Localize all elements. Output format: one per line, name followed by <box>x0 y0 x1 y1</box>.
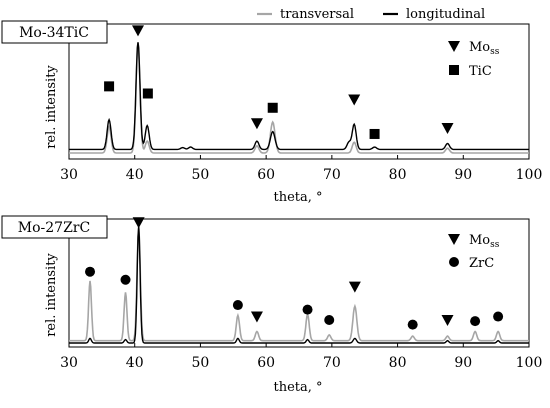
x-tick-label: 100 <box>516 167 543 183</box>
circle-peak-marker <box>324 315 335 325</box>
sample-label: Mo-34TiC <box>19 25 89 41</box>
series-lines <box>69 42 529 154</box>
marker-legend-label: ZrC <box>469 256 494 271</box>
marker-legend: Moss TiC <box>448 40 500 79</box>
x-axis-label: theta, ° <box>273 190 322 205</box>
series-longitudinal <box>69 42 529 151</box>
circle-peak-marker <box>120 274 131 285</box>
sample-label-box <box>1 215 108 239</box>
square-legend-symbol <box>449 65 459 75</box>
x-tick-label: 80 <box>389 167 407 183</box>
triangle-peak-marker <box>441 123 454 135</box>
x-tick-label: 30 <box>60 355 78 371</box>
panel-mo-34tic: 30 40 50 60 70 80 90 100 Moss TiC rel. intensity… <box>1 20 542 205</box>
triangle-peak-marker <box>441 315 454 326</box>
x-tick-label: 100 <box>516 355 543 371</box>
series-longitudinal <box>69 225 529 344</box>
x-tick-label: 40 <box>126 167 144 183</box>
x-tick-label: 70 <box>323 355 341 371</box>
triangle-peak-marker <box>348 94 361 106</box>
marker-legend-subscript: ss <box>490 240 500 250</box>
sample-label-box <box>1 20 108 44</box>
x-tick-label: 40 <box>126 355 144 371</box>
x-tick-label: 80 <box>389 355 407 371</box>
circle-peak-marker <box>470 316 481 327</box>
y-axis-label: rel. intensity <box>44 253 59 337</box>
tick-labels: 30 40 50 60 70 80 90 100 <box>60 167 542 183</box>
triangle-legend-symbol <box>448 234 460 245</box>
x-tick-label: 60 <box>257 355 275 371</box>
panel-mo-27zrc: 30 40 50 60 70 80 90 100 Moss ZrC rel. intensity… <box>1 215 542 395</box>
x-tick-label: 60 <box>257 167 275 183</box>
circle-peak-marker <box>407 319 418 330</box>
series-lines <box>69 225 529 344</box>
marker-legend-subscript: ss <box>490 47 500 57</box>
square-peak-marker <box>142 88 153 99</box>
square-peak-marker <box>104 81 115 92</box>
peak-markers <box>104 25 454 139</box>
triangle-peak-marker <box>132 217 145 229</box>
x-tick-label: 30 <box>60 167 78 183</box>
peak-markers <box>85 217 504 330</box>
square-peak-marker <box>267 102 278 113</box>
sample-label: Mo-27ZrC <box>18 220 90 236</box>
circle-peak-marker <box>85 266 96 277</box>
series-transversal <box>69 42 529 154</box>
x-axis-label: theta, ° <box>273 380 322 395</box>
triangle-peak-marker <box>250 311 263 323</box>
marker-legend: Moss ZrC <box>448 233 500 271</box>
marker-legend-label: Moss <box>469 40 500 57</box>
legend-label-longitudinal: longitudinal <box>406 7 485 22</box>
triangle-peak-marker <box>348 281 361 293</box>
circle-peak-marker <box>232 300 243 311</box>
triangle-peak-marker <box>250 118 263 130</box>
circle-peak-marker <box>302 304 313 315</box>
plot-frame <box>68 23 530 160</box>
square-peak-marker <box>369 128 380 139</box>
series-transversal <box>69 227 529 342</box>
x-tick-label: 50 <box>192 355 210 371</box>
series-legend: transversal longitudinal <box>257 7 485 22</box>
plot-frame <box>68 218 530 348</box>
x-tick-label: 90 <box>454 355 472 371</box>
x-tick-label: 70 <box>323 167 341 183</box>
circle-legend-symbol <box>449 257 459 267</box>
marker-legend-label: Moss <box>469 233 500 250</box>
y-axis-label: rel. intensity <box>44 65 59 149</box>
triangle-legend-symbol <box>448 41 460 52</box>
legend-label-transversal: transversal <box>280 7 354 22</box>
triangle-peak-marker <box>132 25 144 37</box>
x-tick-label: 50 <box>192 167 210 183</box>
tick-labels: 30 40 50 60 70 80 90 100 <box>60 355 542 371</box>
ticks <box>68 155 530 159</box>
x-tick-label: 90 <box>454 167 472 183</box>
marker-legend-label: TiC <box>469 64 492 79</box>
circle-peak-marker <box>493 311 504 322</box>
